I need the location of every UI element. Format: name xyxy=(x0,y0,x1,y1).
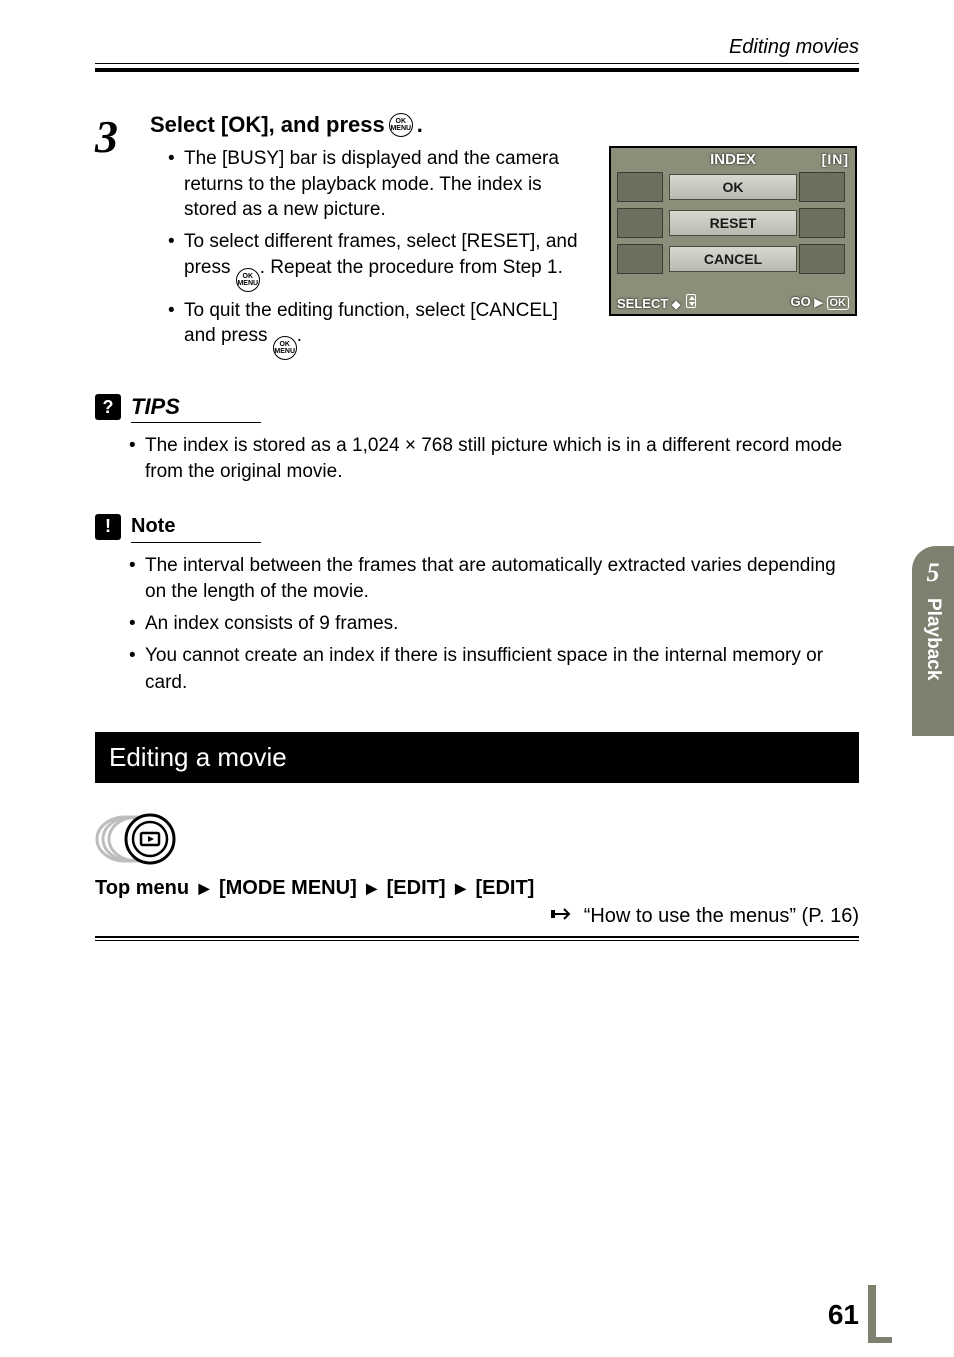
tips-icon: ? xyxy=(95,394,121,420)
lcd-go-label: GO ▶ OK xyxy=(791,294,849,311)
tips-list: The index is stored as a 1,024 × 768 sti… xyxy=(95,433,859,485)
step-bullet: To quit the editing function, select [CA… xyxy=(168,298,591,361)
note-item: You cannot create an index if there is i… xyxy=(129,643,859,695)
step-number: 3 xyxy=(95,112,150,160)
header-rule-thin xyxy=(95,63,859,64)
footer-accent-bar xyxy=(868,1285,876,1343)
note-label: Note xyxy=(131,515,175,538)
menu-path-item: [MODE MENU] xyxy=(219,877,357,899)
tips-underline xyxy=(131,422,261,423)
step-bullets: The [BUSY] bar is displayed and the came… xyxy=(150,146,591,360)
menu-path-item: [EDIT] xyxy=(387,877,446,899)
lcd-screenshot: INDEX [IN] OK RESET xyxy=(609,146,857,316)
lcd-thumbnail xyxy=(799,244,845,274)
lcd-thumbnail xyxy=(799,208,845,238)
mode-dial-playback-icon xyxy=(95,813,859,865)
tips-item: The index is stored as a 1,024 × 768 sti… xyxy=(129,433,859,485)
triangle-icon: ▶ xyxy=(451,880,470,896)
lcd-select-label: SELECT ◆ xyxy=(617,294,698,311)
step-bullet: The [BUSY] bar is displayed and the came… xyxy=(168,146,591,223)
chapter-thumb-tab: 5 Playback xyxy=(912,546,954,736)
note-underline xyxy=(131,542,261,543)
note-list: The interval between the frames that are… xyxy=(95,553,859,696)
ok-menu-button-icon: OKMENU xyxy=(273,336,297,360)
header-rule-thick xyxy=(95,68,859,72)
step-heading: Select [OK], and press OKMENU . xyxy=(150,112,859,138)
menu-path-prefix: Top menu xyxy=(95,877,189,899)
step-heading-after: . xyxy=(417,112,423,138)
note-icon: ! xyxy=(95,514,121,540)
note-item: The interval between the frames that are… xyxy=(129,553,859,605)
lcd-reset-button: RESET xyxy=(669,210,797,236)
triangle-icon: ▶ xyxy=(195,880,214,896)
note-item: An index consists of 9 frames. xyxy=(129,611,859,637)
section-heading-bar: Editing a movie xyxy=(95,732,859,783)
step-bullet: To select different frames, select [RESE… xyxy=(168,229,591,292)
tips-label: TIPS xyxy=(131,394,180,420)
lcd-memory-indicator: [IN] xyxy=(822,151,849,167)
chapter-label: Playback xyxy=(922,598,944,680)
menu-path: Top menu ▶ [MODE MENU] ▶ [EDIT] ▶ [EDIT] xyxy=(95,877,859,900)
chapter-number: 5 xyxy=(927,558,940,588)
lcd-ok-button: OK xyxy=(669,174,797,200)
step-heading-before: Select [OK], and press xyxy=(150,112,385,138)
updown-icon xyxy=(686,294,696,308)
cross-reference-text: “How to use the menus” (P. 16) xyxy=(584,905,859,928)
footer-accent-tick xyxy=(868,1337,892,1343)
lcd-thumbnail xyxy=(617,244,663,274)
lcd-thumbnail xyxy=(617,208,663,238)
ok-menu-button-icon: OKMENU xyxy=(236,268,260,292)
cross-reference: “How to use the menus” (P. 16) xyxy=(95,904,859,930)
menu-path-item: [EDIT] xyxy=(475,877,534,899)
lcd-thumbnail xyxy=(799,172,845,202)
lcd-title: INDEX xyxy=(710,151,756,168)
ok-menu-button-icon: OKMENU xyxy=(389,113,413,137)
lcd-thumbnail xyxy=(617,172,663,202)
triangle-icon: ▶ xyxy=(362,880,381,896)
lcd-cancel-button: CANCEL xyxy=(669,246,797,272)
pointing-hand-icon xyxy=(550,904,578,930)
running-header: Editing movies xyxy=(95,30,859,63)
section-end-rule xyxy=(95,936,859,941)
page-number: 61 xyxy=(828,1299,859,1331)
